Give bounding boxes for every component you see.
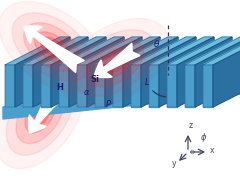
Text: ϕ: ϕ [201,133,206,142]
Ellipse shape [24,23,80,71]
Polygon shape [59,65,69,107]
Ellipse shape [109,58,121,68]
Text: H: H [56,83,63,92]
Polygon shape [5,37,70,65]
Polygon shape [87,37,142,107]
Polygon shape [41,65,51,107]
Polygon shape [105,37,160,107]
Polygon shape [113,37,178,65]
Polygon shape [203,37,240,65]
Ellipse shape [0,1,105,93]
Text: Si: Si [90,75,99,84]
Ellipse shape [12,13,92,81]
Polygon shape [41,37,106,65]
Polygon shape [77,65,87,107]
Ellipse shape [16,86,64,144]
Polygon shape [59,37,124,65]
Polygon shape [167,65,177,107]
Polygon shape [23,37,88,65]
Ellipse shape [75,30,156,96]
Polygon shape [141,37,196,107]
Ellipse shape [0,61,85,169]
Ellipse shape [86,39,144,87]
Polygon shape [123,37,178,107]
Text: P: P [106,100,111,109]
Polygon shape [185,37,240,65]
Polygon shape [203,65,213,107]
Polygon shape [3,79,240,119]
Ellipse shape [97,48,133,78]
Polygon shape [131,37,196,65]
Polygon shape [5,65,15,107]
Text: x: x [210,146,215,155]
Polygon shape [95,65,105,107]
Polygon shape [113,65,123,107]
Polygon shape [185,65,195,107]
Text: α: α [84,88,90,97]
Text: y: y [172,159,176,168]
Polygon shape [167,37,232,65]
Polygon shape [195,37,240,107]
Polygon shape [177,37,232,107]
Polygon shape [15,37,70,107]
Polygon shape [213,37,240,107]
Polygon shape [23,65,33,107]
Polygon shape [51,37,106,107]
Polygon shape [149,65,159,107]
Polygon shape [159,37,214,107]
Ellipse shape [25,97,55,133]
Polygon shape [149,37,214,65]
Text: O: O [190,150,195,155]
Ellipse shape [6,75,74,155]
Ellipse shape [61,19,169,108]
Polygon shape [131,65,141,107]
Text: L: L [145,78,150,87]
Ellipse shape [46,42,58,52]
Polygon shape [77,37,142,65]
Text: θ: θ [154,40,160,49]
Ellipse shape [41,37,64,57]
Polygon shape [95,37,160,65]
Polygon shape [69,37,124,107]
Ellipse shape [34,32,70,62]
Ellipse shape [103,53,127,73]
Ellipse shape [30,103,50,127]
Polygon shape [33,37,88,107]
Ellipse shape [35,109,45,121]
Text: z: z [189,121,193,130]
